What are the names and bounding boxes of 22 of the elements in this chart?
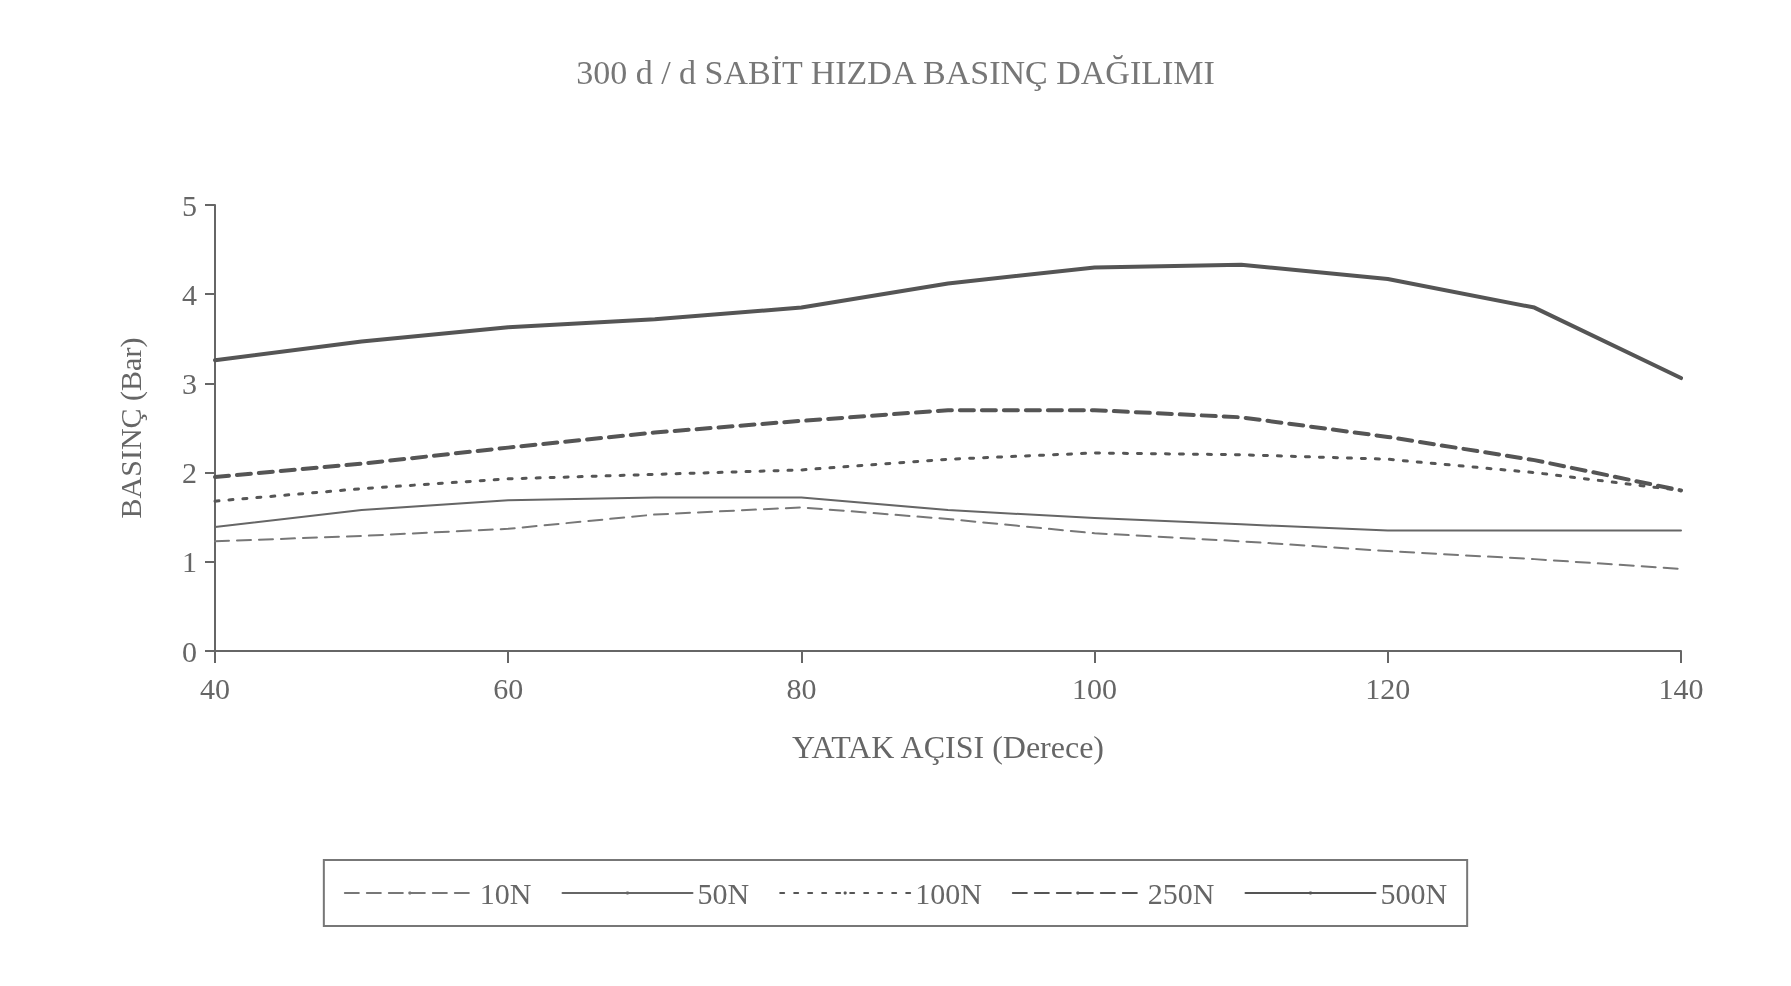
x-tick-label: 80 xyxy=(786,671,817,705)
y-tick-label: 5 xyxy=(182,188,197,222)
legend-label: 250N xyxy=(1147,876,1215,910)
chart-title: 300 d / d SABİT HIZDA BASINÇ DAĞILIMI xyxy=(576,53,1215,91)
line-series xyxy=(213,262,1683,381)
x-axis-title: YATAK AÇISI (Derece) xyxy=(791,729,1105,765)
y-tick-label: 1 xyxy=(182,545,197,579)
legend-label: 50N xyxy=(697,876,750,910)
y-axis-title: BASINÇ (Bar) xyxy=(113,337,148,519)
y-tick-label: 3 xyxy=(182,366,197,400)
y-tick-label: 2 xyxy=(182,456,197,490)
legend-label: 500N xyxy=(1380,876,1448,910)
legend-label: 10N xyxy=(479,876,532,910)
y-tick-label: 0 xyxy=(182,634,197,668)
line-series xyxy=(214,506,1682,570)
x-tick-label: 40 xyxy=(200,671,230,705)
y-tick-label: 4 xyxy=(182,277,197,311)
x-tick-label: 120 xyxy=(1365,671,1411,705)
x-tick-label: 100 xyxy=(1072,671,1118,705)
x-tick-label: 140 xyxy=(1658,671,1704,705)
x-tick-label: 60 xyxy=(493,671,524,705)
legend-label: 100N xyxy=(915,876,982,910)
